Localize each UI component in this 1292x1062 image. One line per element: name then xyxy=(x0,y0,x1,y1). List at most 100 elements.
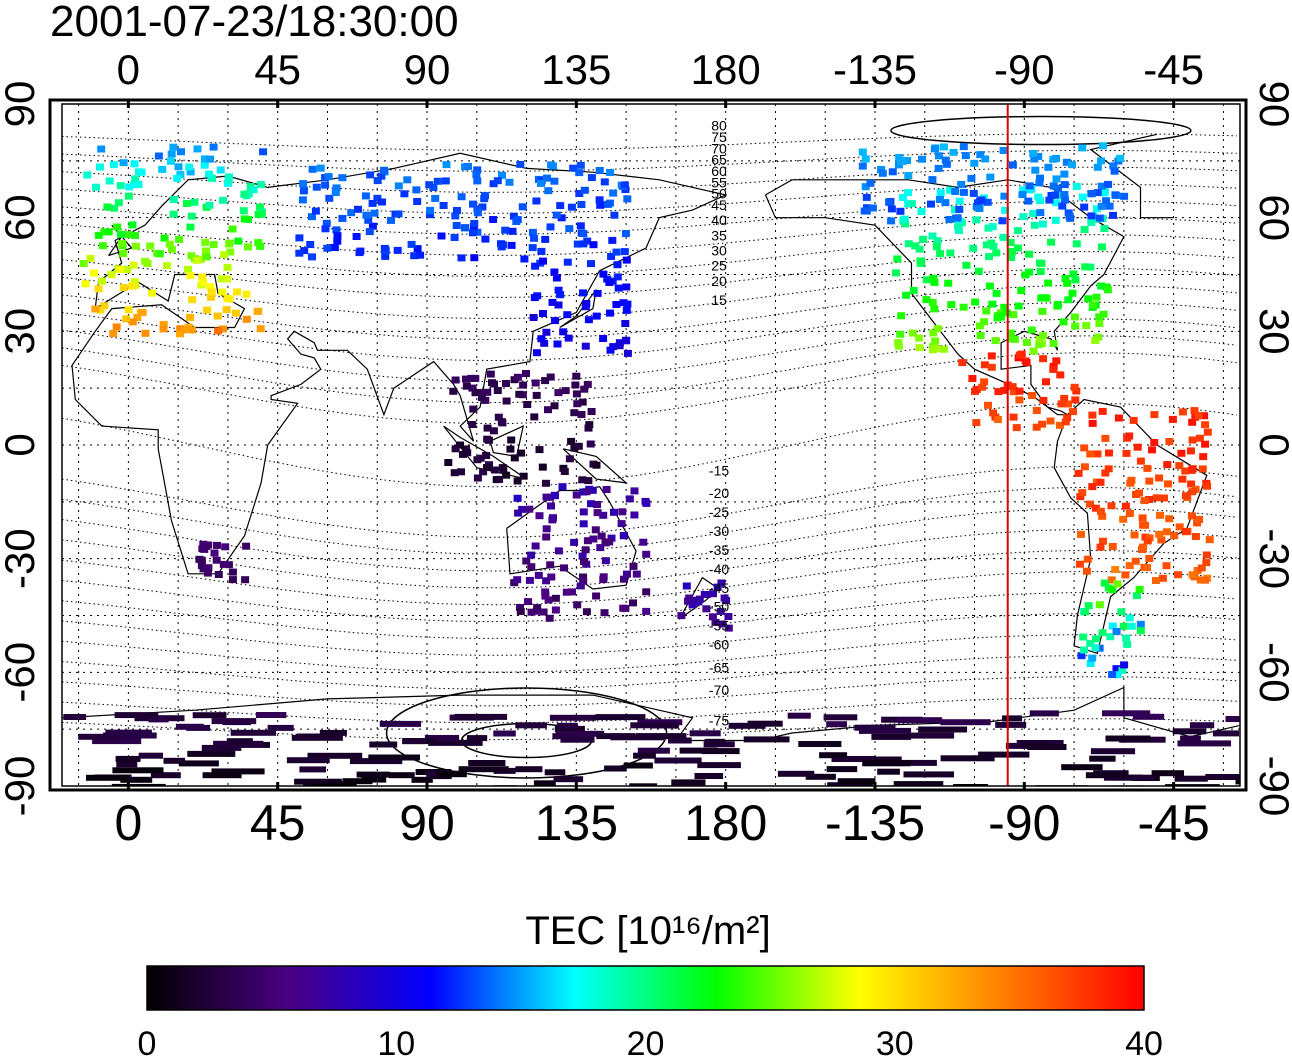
tec-cell xyxy=(668,737,692,744)
tec-cell xyxy=(1114,414,1123,422)
north-pole-contour xyxy=(890,115,1192,146)
tec-cell xyxy=(119,159,128,167)
tec-cell xyxy=(535,446,544,454)
tec-cell xyxy=(295,249,304,257)
tec-cell xyxy=(1093,189,1102,197)
tec-cell xyxy=(1045,196,1054,204)
tec-cell xyxy=(482,452,491,459)
tec-cell xyxy=(868,204,877,212)
tec-cell xyxy=(650,722,679,729)
tec-cell xyxy=(595,196,604,204)
tec-cell xyxy=(119,250,128,257)
tec-cell xyxy=(473,228,482,236)
colorbar-tick-label: 10 xyxy=(377,1025,415,1057)
tec-cell xyxy=(580,385,589,393)
tec-cell xyxy=(387,216,395,224)
tec-cell xyxy=(929,274,938,282)
right-lat-tick-label: 60 xyxy=(1251,194,1292,241)
top-lon-tick-label: 90 xyxy=(404,46,451,93)
tec-cell xyxy=(931,337,940,345)
tec-cell xyxy=(207,293,215,301)
tec-cell xyxy=(641,497,650,505)
tec-cell xyxy=(623,762,653,769)
tec-cell xyxy=(433,177,442,185)
tec-cell xyxy=(531,379,540,387)
tec-cell xyxy=(1111,191,1120,199)
tec-cell xyxy=(928,298,937,306)
contour-label: -45 xyxy=(709,580,729,596)
tec-cell xyxy=(986,173,995,181)
tec-cell xyxy=(483,388,492,396)
tec-cell xyxy=(713,583,722,591)
tec-cell xyxy=(424,735,460,741)
right-lat-tick-label: -30 xyxy=(1251,528,1292,589)
tec-cell xyxy=(213,312,222,320)
tec-cell xyxy=(1084,602,1093,610)
tec-cell xyxy=(1088,419,1097,427)
tec-cell xyxy=(1119,515,1128,523)
tec-cell xyxy=(606,346,615,354)
tec-cell xyxy=(167,150,176,158)
tec-cell xyxy=(96,306,105,314)
tec-cell xyxy=(295,234,304,242)
tec-cell xyxy=(987,239,996,247)
contour-label: -15 xyxy=(709,462,729,478)
tec-cell xyxy=(554,286,563,294)
tec-cell xyxy=(513,576,522,584)
tec-cell xyxy=(1132,592,1141,600)
tec-cell xyxy=(241,576,250,584)
tec-cell xyxy=(242,542,251,550)
tec-cell xyxy=(724,624,733,632)
tec-cell xyxy=(379,720,422,727)
tec-cell xyxy=(554,389,563,397)
tec-cell xyxy=(1078,489,1087,497)
tec-cell xyxy=(579,573,587,581)
tec-cell xyxy=(1136,627,1145,635)
tec-cell xyxy=(350,758,403,765)
tec-cell xyxy=(109,161,118,169)
tec-cell xyxy=(572,491,581,499)
tec-cell xyxy=(468,384,477,392)
tec-cell xyxy=(219,560,228,568)
tec-cell xyxy=(1044,279,1053,287)
tec-cell xyxy=(609,189,618,197)
tec-cell xyxy=(1089,301,1098,309)
tec-cell xyxy=(373,194,382,202)
tec-cell xyxy=(520,255,529,263)
tec-cell xyxy=(1061,764,1103,771)
tec-cell xyxy=(141,329,150,337)
tec-cell xyxy=(928,232,937,240)
tec-cell xyxy=(580,558,588,565)
tec-cell xyxy=(1062,158,1071,166)
tec-cell xyxy=(877,166,885,173)
tec-cell xyxy=(895,154,904,161)
tec-cell xyxy=(508,227,517,235)
tec-cell xyxy=(437,232,446,240)
tec-cell xyxy=(1028,392,1037,399)
tec-cell xyxy=(228,225,237,233)
tec-cell xyxy=(1002,309,1011,317)
tec-cell xyxy=(530,413,539,421)
tec-cell xyxy=(185,163,194,171)
tec-cell xyxy=(1085,772,1128,779)
tec-cell xyxy=(532,607,541,615)
tec-cell xyxy=(584,316,593,324)
tec-cell xyxy=(545,614,554,622)
tec-cell xyxy=(777,770,815,777)
tec-cell xyxy=(1145,496,1153,503)
tec-cell xyxy=(1150,439,1159,446)
tec-cell xyxy=(1157,536,1166,544)
tec-cell xyxy=(322,219,331,227)
tec-cell xyxy=(218,275,226,283)
tec-cell xyxy=(541,235,550,243)
tec-cell xyxy=(119,284,128,292)
tec-cell xyxy=(911,242,920,250)
tec-cell xyxy=(1008,383,1017,391)
tec-cell xyxy=(1100,579,1109,587)
tec-cell xyxy=(596,733,636,740)
tec-cell xyxy=(558,483,567,491)
tec-cell xyxy=(577,201,586,208)
tec-cell xyxy=(502,397,511,405)
tec-cell xyxy=(573,601,582,609)
tec-cell xyxy=(361,192,370,200)
